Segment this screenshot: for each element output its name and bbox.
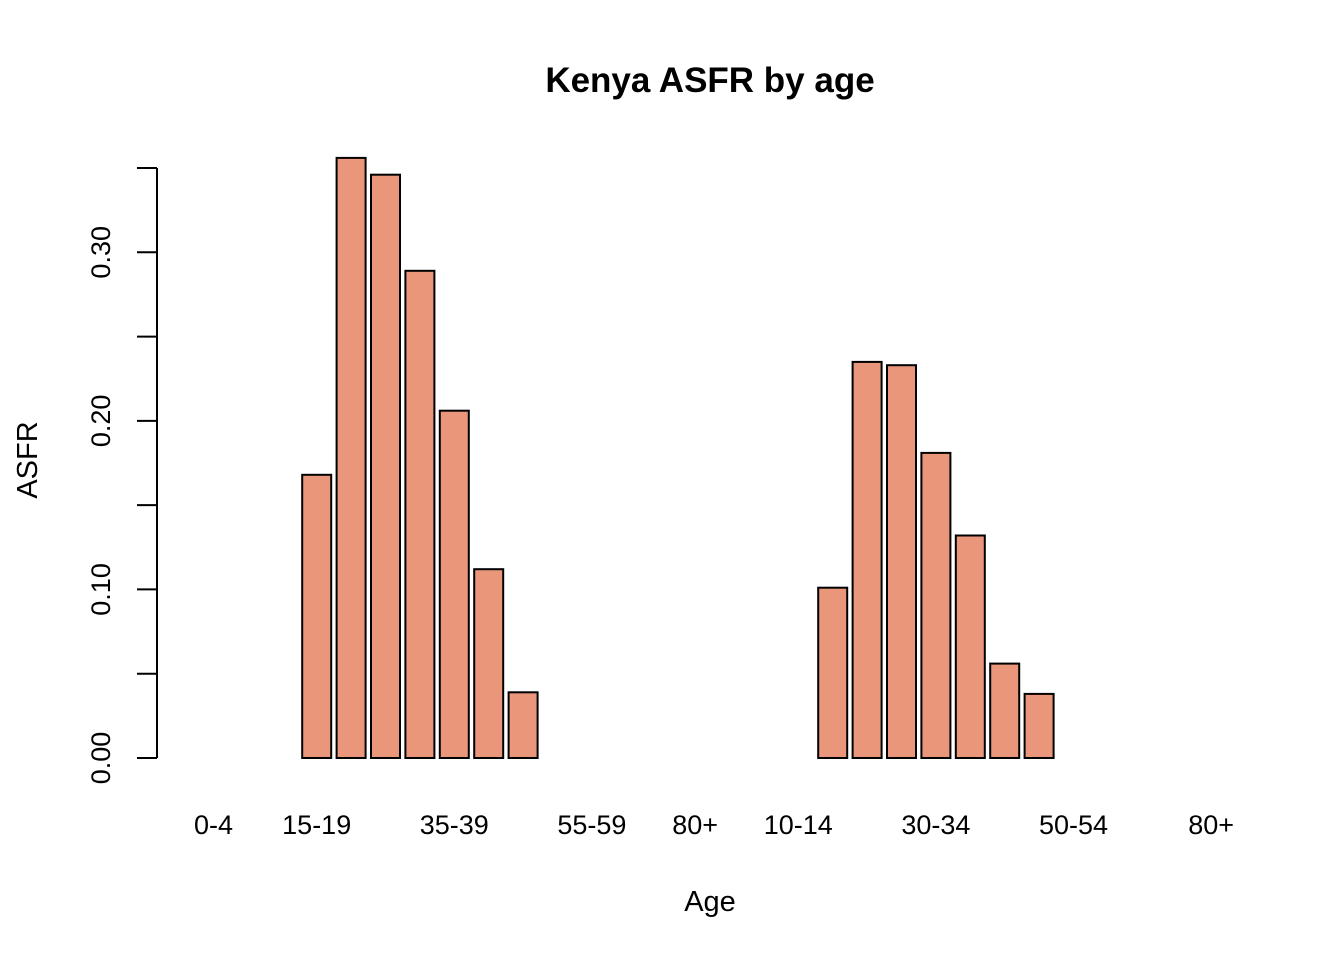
- bar: [1023, 692, 1055, 760]
- bars-group: [301, 156, 1055, 760]
- x-tick-label: 50-54: [1039, 810, 1108, 840]
- y-axis: 0.00 0.10 0.20 0.30: [86, 167, 158, 785]
- x-tick-label: 30-34: [901, 810, 970, 840]
- bar: [817, 586, 849, 760]
- x-axis-label: Age: [684, 886, 736, 918]
- y-tick-label: 0.00: [86, 732, 116, 785]
- x-tick-label: 0-4: [194, 810, 233, 840]
- x-tick-label: 35-39: [420, 810, 489, 840]
- bar: [886, 364, 917, 759]
- bar: [507, 691, 539, 759]
- bar: [370, 173, 401, 759]
- x-tick-label: 80+: [672, 810, 718, 840]
- x-tick-label: 55-59: [557, 810, 626, 840]
- x-tick-label: 80+: [1188, 810, 1234, 840]
- bar: [851, 360, 883, 759]
- bar: [404, 269, 436, 759]
- bar: [954, 534, 986, 759]
- bar: [335, 156, 367, 759]
- x-tick-label: 15-19: [282, 810, 351, 840]
- chart-title: Kenya ASFR by age: [545, 61, 874, 100]
- x-tick-label: 10-14: [764, 810, 833, 840]
- y-tick-label: 0.10: [86, 563, 116, 616]
- y-axis-label: ASFR: [12, 421, 44, 498]
- bar: [920, 451, 952, 759]
- bar: [301, 473, 333, 759]
- bar: [989, 662, 1021, 759]
- bar: [438, 409, 470, 759]
- bar: [473, 568, 505, 760]
- y-tick-label: 0.30: [86, 226, 116, 279]
- y-tick-label: 0.20: [86, 395, 116, 448]
- x-tick-labels: 0-4 15-19 35-39 55-59 80+ 10-14 30-34 50-54 80+: [194, 810, 1234, 840]
